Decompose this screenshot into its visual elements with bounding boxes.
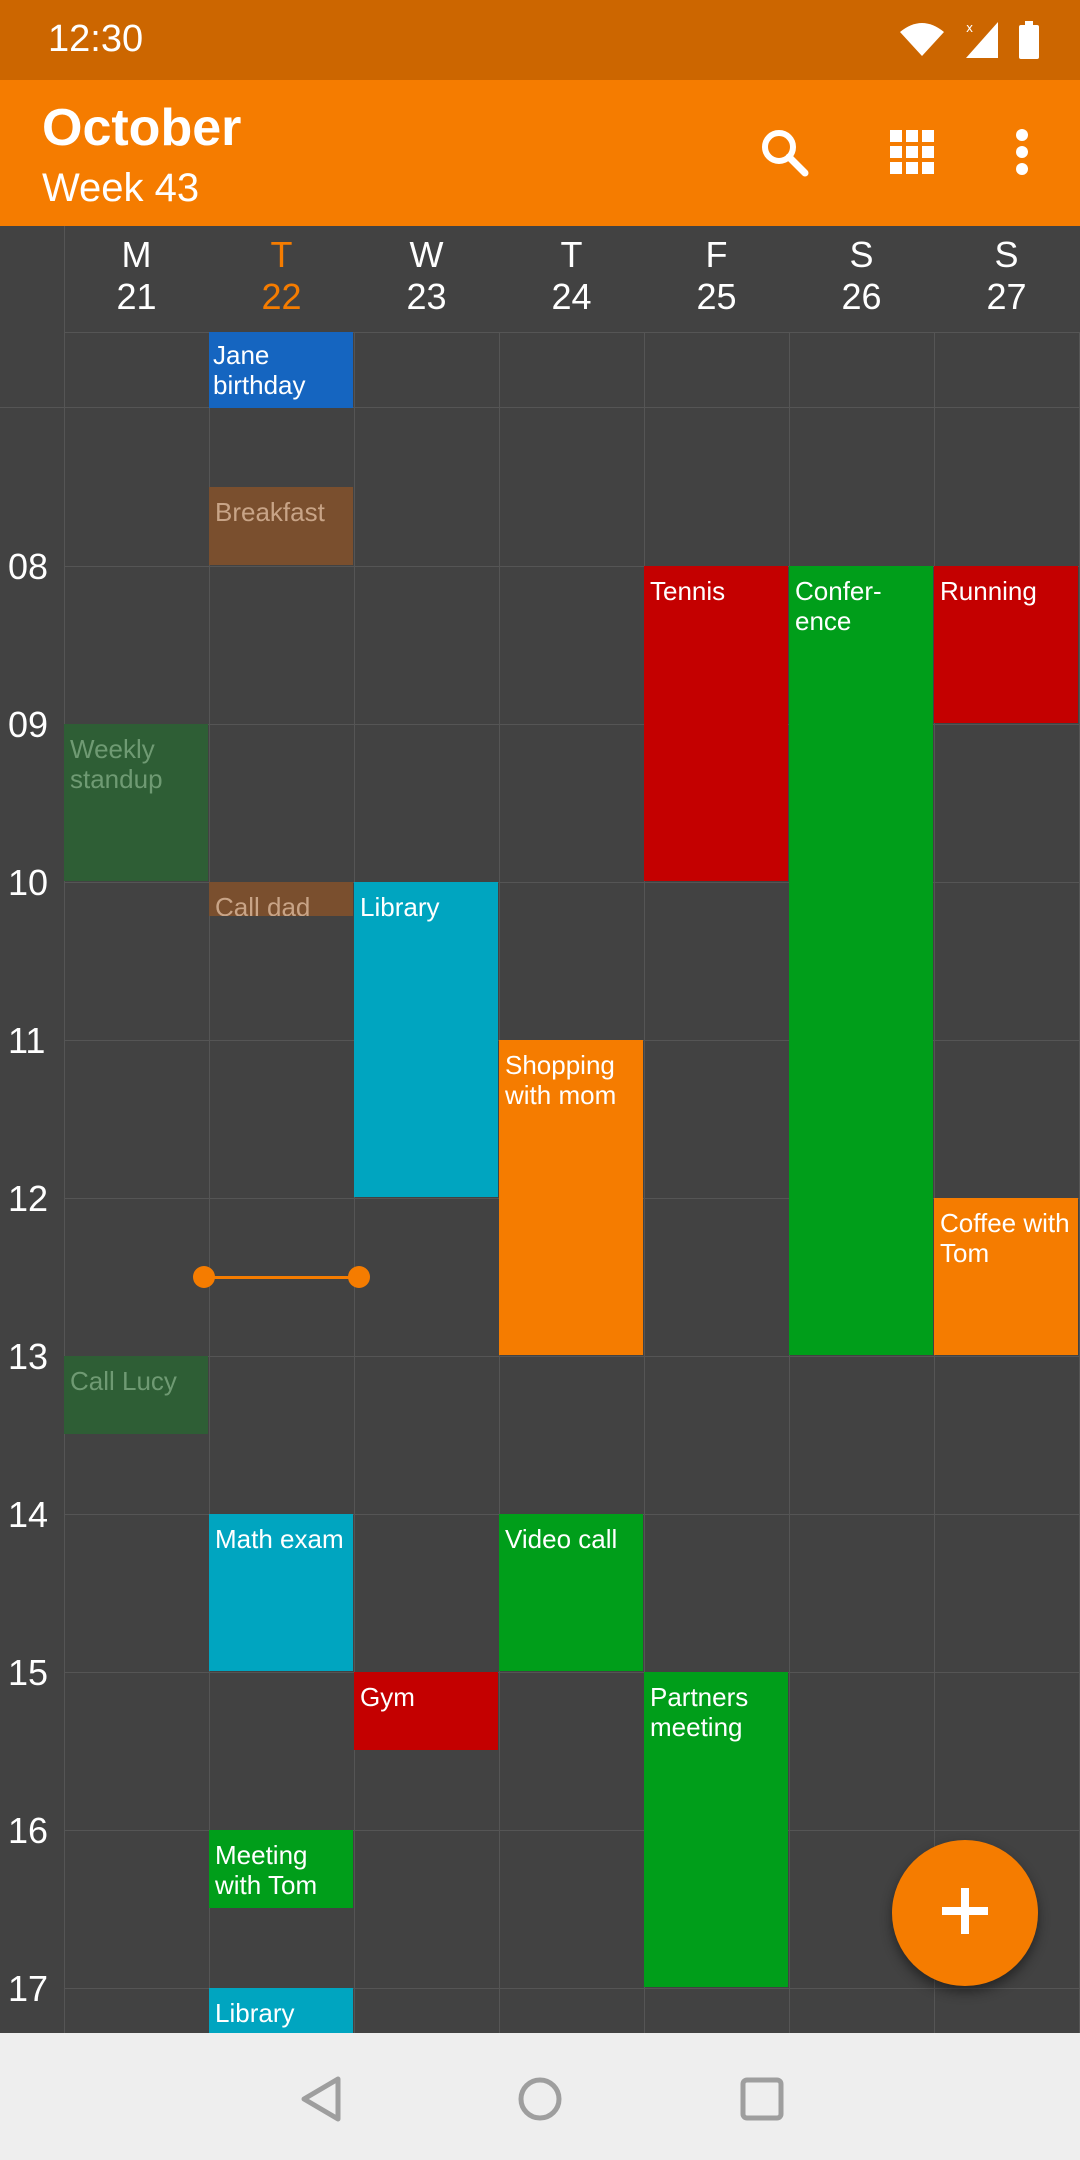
allday-column-divider xyxy=(789,332,790,408)
day-number: 25 xyxy=(696,276,737,317)
hour-label: 16 xyxy=(8,1810,49,1851)
calendar-event[interactable]: Call Lucy xyxy=(64,1356,208,1434)
column-divider xyxy=(644,408,645,2033)
day-header-3[interactable]: T 24 xyxy=(499,226,644,332)
day-letter: M xyxy=(121,234,152,275)
calendar-event[interactable]: Call dad xyxy=(209,882,353,916)
allday-top-divider xyxy=(64,332,1080,333)
day-letter: T xyxy=(270,234,293,275)
calendar-event[interactable]: Video call xyxy=(499,1514,643,1671)
calendar-event[interactable]: Confer-ence xyxy=(789,566,933,1355)
column-divider xyxy=(64,408,65,2033)
calendar-event[interactable]: Breakfast xyxy=(209,487,353,565)
home-button[interactable] xyxy=(510,2071,570,2131)
allday-column-divider xyxy=(354,332,355,408)
month-title[interactable]: October xyxy=(42,99,242,157)
status-time: 12:30 xyxy=(48,18,144,60)
svg-text:x: x xyxy=(966,21,973,35)
calendar-event[interactable]: Math exam xyxy=(209,1514,353,1671)
header-divider xyxy=(64,226,65,332)
hour-line xyxy=(64,1988,1080,1989)
current-time-dot-start xyxy=(193,1266,215,1288)
battery-icon xyxy=(1018,21,1040,64)
hour-label: 13 xyxy=(8,1336,49,1377)
current-time-line xyxy=(204,1276,359,1279)
calendar-event[interactable]: Partners meeting xyxy=(644,1672,788,1987)
all-day-events-row: Jane birthday xyxy=(0,332,1080,408)
hour-line xyxy=(64,724,1080,725)
day-number: 26 xyxy=(841,276,882,317)
day-letter: T xyxy=(560,234,583,275)
week-subtitle: Week 43 xyxy=(42,166,200,210)
calendar-event[interactable]: Library xyxy=(209,1988,353,2033)
day-number: 22 xyxy=(261,276,302,317)
day-number: 24 xyxy=(551,276,592,317)
hour-line xyxy=(64,566,1080,567)
calendar-event[interactable]: Gym xyxy=(354,1672,498,1750)
back-icon xyxy=(298,2075,342,2128)
recents-icon xyxy=(740,2077,784,2126)
hour-label: 08 xyxy=(8,546,49,587)
day-number: 21 xyxy=(116,276,157,317)
day-letter: S xyxy=(994,234,1019,275)
app-bar: October Week 43 xyxy=(0,80,1080,226)
day-number: 27 xyxy=(986,276,1027,317)
week-days-header: M 21 T 22 W 23 T 24 F 25 S 26 S 27 xyxy=(0,226,1080,332)
view-switch-button[interactable] xyxy=(880,122,944,186)
column-divider xyxy=(354,408,355,2033)
column-divider xyxy=(209,408,210,2033)
calendar-event[interactable]: Meeting with Tom xyxy=(209,1830,353,1908)
day-header-5[interactable]: S 26 xyxy=(789,226,934,332)
hour-label: 10 xyxy=(8,862,49,903)
home-icon xyxy=(517,2076,563,2127)
calendar-event[interactable]: Tennis xyxy=(644,566,788,881)
hour-line xyxy=(64,1672,1080,1673)
calendar-event[interactable]: Coffee with Tom xyxy=(934,1198,1078,1355)
add-event-button[interactable] xyxy=(892,1840,1038,1986)
day-header-4[interactable]: F 25 xyxy=(644,226,789,332)
day-letter: S xyxy=(849,234,874,275)
system-nav-bar xyxy=(0,2033,1080,2160)
calendar-event[interactable]: Shopping with mom xyxy=(499,1040,643,1355)
day-letter: W xyxy=(409,234,444,275)
hour-label: 17 xyxy=(8,1968,49,2009)
grid-icon xyxy=(890,129,934,179)
hour-label: 12 xyxy=(8,1178,49,1219)
calendar-event[interactable]: Running xyxy=(934,566,1078,723)
more-options-button[interactable] xyxy=(990,122,1054,186)
day-header-1[interactable]: T 22 xyxy=(209,226,354,332)
hour-label: 15 xyxy=(8,1652,49,1693)
more-vert-icon xyxy=(1015,128,1029,180)
day-number: 23 xyxy=(406,276,447,317)
search-button[interactable] xyxy=(752,122,816,186)
day-header-6[interactable]: S 27 xyxy=(934,226,1079,332)
hour-line xyxy=(64,1830,1080,1831)
week-time-grid[interactable]: 08 09 10 11 12 13 14 15 16 17 Breakfast Weekly stan… xyxy=(0,408,1080,2033)
hour-line xyxy=(64,882,1080,883)
hour-line xyxy=(64,1356,1080,1357)
allday-bottom-divider xyxy=(0,407,1080,408)
all-day-event[interactable]: Jane birthday xyxy=(209,332,353,408)
status-icons: x xyxy=(898,20,1040,65)
day-header-0[interactable]: M 21 xyxy=(64,226,209,332)
hour-label: 09 xyxy=(8,704,49,745)
recents-button[interactable] xyxy=(732,2071,792,2131)
signal-icon: x xyxy=(964,20,1000,65)
add-icon xyxy=(940,1886,990,1941)
wifi-icon xyxy=(898,22,946,63)
day-letter: F xyxy=(705,234,728,275)
allday-column-divider xyxy=(934,332,935,408)
search-icon xyxy=(759,127,809,182)
back-button[interactable] xyxy=(290,2071,350,2131)
calendar-event[interactable]: Weekly standup xyxy=(64,724,208,881)
current-time-dot-end xyxy=(348,1266,370,1288)
allday-column-divider xyxy=(499,332,500,408)
day-header-2[interactable]: W 23 xyxy=(354,226,499,332)
status-bar: 12:30 x xyxy=(0,0,1080,80)
hour-label: 14 xyxy=(8,1494,49,1535)
calendar-event[interactable]: Library xyxy=(354,882,498,1197)
allday-column-divider xyxy=(64,332,65,408)
allday-column-divider xyxy=(644,332,645,408)
hour-label: 11 xyxy=(8,1020,46,1061)
